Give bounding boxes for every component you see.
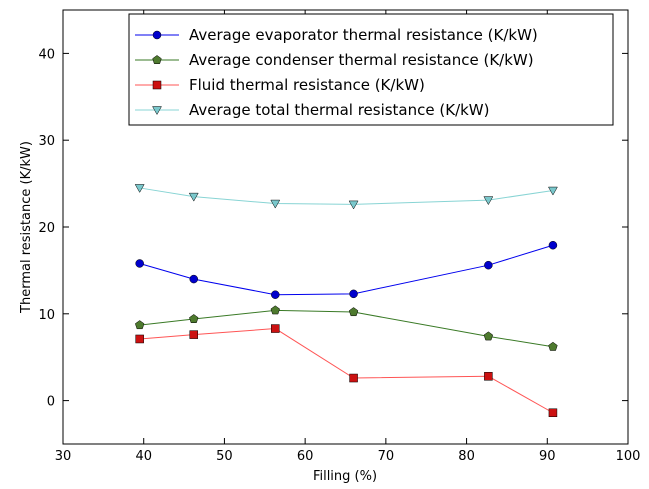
x-tick-label: 40 (135, 449, 152, 464)
legend-entry: Fluid thermal resistance (K/kW) (135, 76, 425, 94)
circle-marker (548, 240, 558, 250)
triangle-marker (152, 106, 162, 116)
legend-entry: Average total thermal resistance (K/kW) (135, 101, 490, 119)
y-tick-label: 30 (38, 134, 55, 149)
triangle-marker (548, 186, 558, 196)
circle-marker (189, 274, 199, 284)
series (135, 305, 558, 351)
square-marker (135, 334, 144, 344)
triangle-marker (134, 184, 145, 193)
x-tick-label: 50 (216, 449, 233, 464)
triangle-marker (270, 199, 281, 209)
circle-marker (135, 259, 144, 268)
x-tick-label: 70 (378, 449, 395, 464)
series (135, 324, 558, 418)
square-marker (271, 324, 280, 333)
pentagon-marker (483, 331, 494, 341)
square-marker (349, 373, 358, 383)
legend-label: Fluid thermal resistance (K/kW) (189, 76, 425, 94)
legend-label: Average total thermal resistance (K/kW) (189, 101, 490, 119)
square-marker (548, 408, 558, 418)
series (135, 240, 558, 299)
triangle-marker (483, 196, 494, 206)
x-tick-label: 100 (616, 449, 641, 464)
series-line (139, 187, 554, 205)
series-line (139, 309, 554, 348)
y-tick-label: 20 (38, 221, 55, 236)
pentagon-marker (135, 320, 145, 330)
pentagon-marker (270, 305, 280, 315)
x-tick-label: 90 (539, 449, 556, 464)
square-marker (152, 80, 162, 90)
y-tick-label: 10 (38, 308, 55, 323)
circle-marker (271, 290, 280, 299)
x-tick-label: 30 (55, 449, 72, 464)
series-line (139, 328, 554, 414)
y-tick-label: 0 (47, 395, 55, 410)
series-group (134, 184, 558, 418)
x-tick-label: 60 (297, 449, 314, 464)
pentagon-marker (348, 307, 359, 317)
y-tick-label: 40 (38, 47, 55, 62)
y-axis-label: Thermal resistance (K/kW) (19, 141, 34, 314)
pentagon-marker (152, 55, 162, 64)
legend-box (128, 13, 614, 126)
series (134, 184, 558, 210)
square-marker (484, 372, 493, 381)
x-tick-label: 80 (458, 449, 475, 464)
triangle-marker (188, 192, 199, 202)
legend-entry: Average evaporator thermal resistance (K… (135, 26, 538, 44)
legend-label: Average evaporator thermal resistance (K… (189, 26, 538, 44)
legend-entry: Average condenser thermal resistance (K/… (135, 51, 534, 69)
pentagon-marker (548, 341, 558, 351)
legend: Average evaporator thermal resistance (K… (128, 13, 614, 126)
triangle-marker (348, 200, 359, 210)
circle-marker (349, 289, 358, 299)
circle-marker (484, 260, 493, 270)
x-axis-label: Filling (%) (313, 469, 377, 484)
circle-marker (152, 30, 162, 40)
legend-label: Average condenser thermal resistance (K/… (189, 51, 534, 69)
series-line (139, 244, 554, 296)
pentagon-marker (189, 314, 199, 323)
axis-ticks: 30 40 50 60 70 80 90 100 0 10 20 30 40 (38, 10, 640, 464)
square-marker (189, 330, 199, 339)
